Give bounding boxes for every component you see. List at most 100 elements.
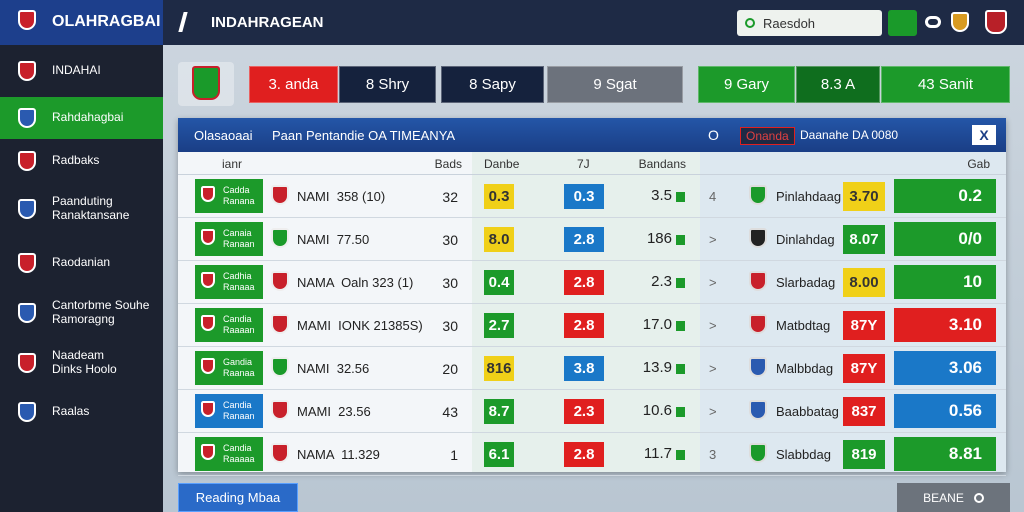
opponent-logo [749,357,767,377]
sidebar-item[interactable]: Raalas [0,391,163,433]
sidebar-item[interactable]: Cantorbme Souhe Ramoragng [0,292,163,334]
row-arrow: > [709,275,717,290]
sidebar-icon [18,402,36,422]
sidebar-item[interactable]: Rahdahagbai [0,97,163,139]
column-header: Gab [967,157,990,171]
tab[interactable]: 9 Sgat [547,66,683,103]
brand-bar: OLAHRAGBAI [0,0,163,45]
row-divider [178,260,1006,261]
gab-box[interactable]: 8.81 [894,437,996,471]
sidebar-icon [18,353,36,373]
gab-box[interactable]: 0.2 [894,179,996,213]
match-name: NAMI 77.50 [297,232,370,247]
sidebar-item[interactable]: Paanduting Ranaktansane [0,188,163,230]
row-arrow: > [709,232,717,247]
sidebar-icon [18,61,36,81]
gab-box[interactable]: 10 [894,265,996,299]
row-arrow: 3 [709,447,717,462]
band-value: 13.9 [642,359,672,376]
panel-header: Olasaoaai Paan Pentandie OA TIMEANYA O O… [178,118,1006,152]
odd-box[interactable]: 816 [484,356,514,381]
opponent-name: Dinlahdag [776,232,835,247]
sidebar-icon [18,199,36,219]
gab-box[interactable]: 0/0 [894,222,996,256]
odd-box[interactable]: 2.8 [564,227,604,252]
sidebar-item[interactable]: INDAHAI [0,50,163,92]
link-icon[interactable] [925,16,941,28]
top-bar: INDAHRAGEAN Raesdoh [163,0,1024,45]
odd-box[interactable]: 3.8 [564,356,604,381]
bads-value: 32 [442,189,458,205]
score-box[interactable]: 8.00 [843,268,885,297]
odd-box[interactable]: 2.8 [564,313,604,338]
band-value: 2.3 [651,273,672,290]
score-box[interactable]: 3.70 [843,182,885,211]
odd-box[interactable]: 2.8 [564,442,604,467]
team-logo [271,185,289,205]
sidebar-label: Raalas [52,404,90,418]
profile-icon[interactable] [985,10,1007,34]
badge-crest [201,315,215,331]
search-text: Raesdoh [763,15,816,31]
opponent-logo [749,314,767,334]
row-divider [178,389,1006,390]
sidebar-label: Radbaks [52,153,100,167]
odd-box[interactable]: 2.8 [564,270,604,295]
odd-box[interactable]: 8.0 [484,227,514,252]
sidebar-icon [18,151,36,171]
panel-title: Olasaoaai [194,128,253,143]
page-title: INDAHRAGEAN [211,14,324,31]
panel-counter: O [708,127,719,143]
score-box[interactable]: 87Y [843,311,885,340]
opponent-name: Slabbdag [776,447,831,462]
tab[interactable]: 3. anda [249,66,338,103]
band-marker [676,407,685,417]
score-box[interactable]: 8.07 [843,225,885,254]
row-arrow: 4 [709,189,717,204]
footer-right-button[interactable]: BEANE [897,483,1010,512]
sidebar-item[interactable]: Radbaks [0,140,163,182]
odd-box[interactable]: 0.3 [564,184,604,209]
band-marker [676,278,685,288]
row-divider [178,432,1006,433]
score-box[interactable]: 819 [843,440,885,469]
footer-left-button[interactable]: Reading Mbaa [178,483,298,512]
score-box[interactable]: 87Y [843,354,885,383]
opponent-logo [749,185,767,205]
row-divider [178,346,1006,347]
column-header: Bandans [638,157,686,171]
odd-box[interactable]: 0.3 [484,184,514,209]
tab[interactable]: 9 Gary [698,66,795,103]
band-marker [676,192,685,202]
team-logo [271,271,289,291]
tab[interactable]: 43 Sanit [881,66,1010,103]
row-arrow: > [709,361,717,376]
tab[interactable]: 8.3 A [796,66,880,103]
badge-icon[interactable] [951,12,969,32]
match-name: NAMI 32.56 [297,361,370,376]
band-value: 3.5 [651,187,672,204]
go-button[interactable] [888,10,917,36]
score-box[interactable]: 837 [843,397,885,426]
brand-name: OLAHRAGBAI [52,13,161,30]
odd-box[interactable]: 2.7 [484,313,514,338]
odd-box[interactable]: 8.7 [484,399,514,424]
search-box[interactable]: Raesdoh [737,10,882,36]
gab-box[interactable]: 0.56 [894,394,996,428]
panel-badge: Onanda [740,127,795,145]
opponent-logo [749,271,767,291]
gab-box[interactable]: 3.06 [894,351,996,385]
sidebar-item[interactable]: Naadeam Dinks Hoolo [0,342,163,384]
sidebar-item[interactable]: Raodanian [0,242,163,284]
close-button[interactable]: X [972,125,996,145]
tab[interactable]: 8 Sapy [441,66,544,103]
odd-box[interactable]: 0.4 [484,270,514,295]
opponent-logo [749,228,767,248]
tab[interactable]: 8 Shry [339,66,436,103]
odd-box[interactable]: 6.1 [484,442,514,467]
opponent-name: Matbdtag [776,318,831,333]
gab-box[interactable]: 3.10 [894,308,996,342]
bads-value: 20 [442,361,458,377]
odd-box[interactable]: 2.3 [564,399,604,424]
